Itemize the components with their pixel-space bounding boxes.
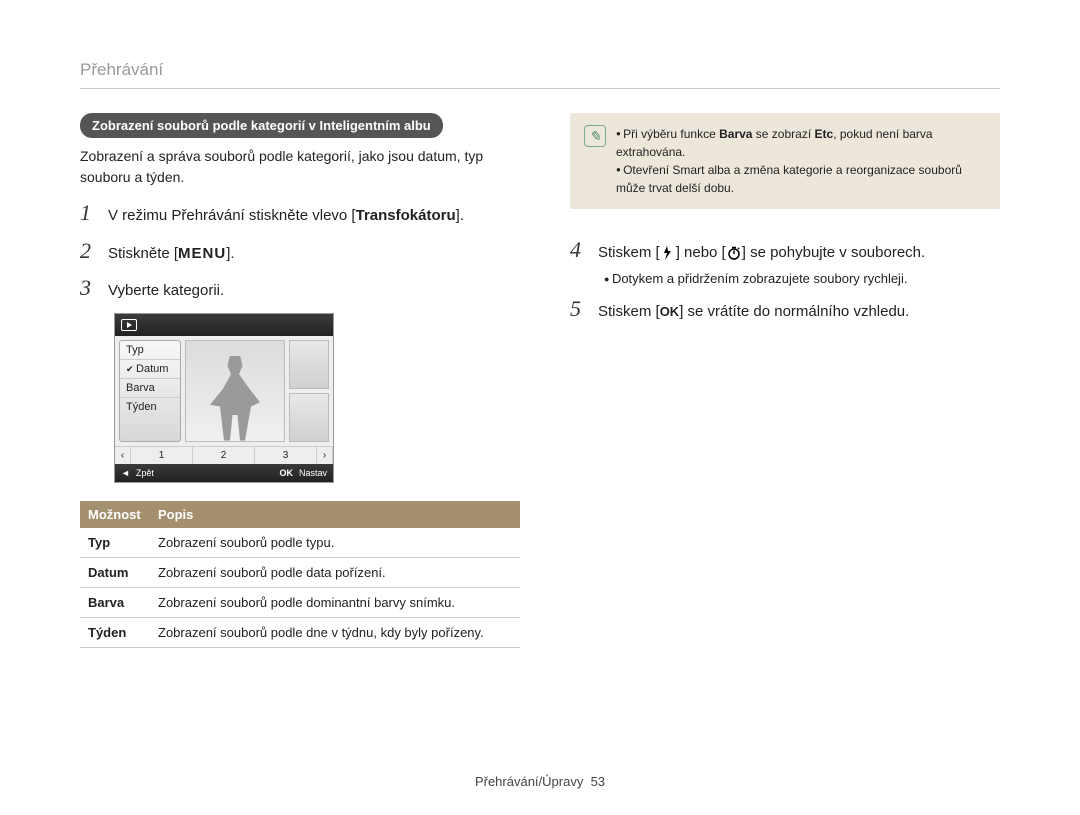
back-label: Zpět (136, 468, 154, 478)
table-row: TýdenZobrazení souborů podle dne v týdnu… (80, 617, 520, 647)
menu-item-datum: Datum (120, 360, 180, 379)
step-post: ] se pohybujte v souborech. (742, 244, 925, 261)
step-bold: Transfokátoru (356, 207, 456, 224)
pager-1: 1 (131, 447, 193, 464)
left-column: Zobrazení souborů podle kategorií v Inte… (80, 113, 520, 648)
step-text: Stiskem [OK] se vrátíte do normálního vz… (598, 301, 909, 324)
table-row: DatumZobrazení souborů podle data poříze… (80, 557, 520, 587)
step-3: 3 Vyberte kategorii. (80, 275, 520, 303)
pager-3: 3 (255, 447, 317, 464)
menu-label: MENU (178, 245, 226, 262)
note-item: Otevření Smart alba a změna kategorie a … (616, 161, 986, 197)
note-box: ✎ Při výběru funkce Barva se zobrazí Etc… (570, 113, 1000, 209)
timer-icon (726, 246, 742, 260)
step-mid: ] nebo [ (676, 244, 726, 261)
step-4-sub: Dotykem a přidržením zobrazujete soubory… (604, 271, 1000, 286)
cell-desc: Zobrazení souborů podle typu. (150, 528, 520, 558)
step-number: 1 (80, 200, 98, 226)
pager-prev: ‹ (115, 447, 131, 464)
step-number: 4 (570, 237, 588, 263)
illus-main-photo (185, 340, 285, 442)
menu-item-barva: Barva (120, 379, 180, 398)
illus-footer: ◄ Zpět OK Nastav (115, 464, 333, 482)
back-arrow-icon: ◄ (121, 468, 130, 478)
page-footer: Přehrávání/Úpravy 53 (0, 774, 1080, 789)
cell-opt: Barva (80, 587, 150, 617)
step-2: 2 Stiskněte [MENU]. (80, 238, 520, 266)
step-number: 3 (80, 275, 98, 301)
step-number: 2 (80, 238, 98, 264)
pager-2: 2 (193, 447, 255, 464)
illus-pager: ‹ 1 2 3 › (115, 446, 333, 464)
right-column: ✎ Při výběru funkce Barva se zobrazí Etc… (570, 113, 1000, 648)
cell-opt: Typ (80, 528, 150, 558)
camera-screenshot-illustration: Typ Datum Barva Týden ‹ 1 2 3 › (114, 313, 334, 483)
note-item: Při výběru funkce Barva se zobrazí Etc, … (616, 125, 986, 161)
footer-section: Přehrávání/Úpravy (475, 774, 583, 789)
step-pre: Stiskem [ (598, 303, 660, 320)
options-table: Možnost Popis TypZobrazení souborů podle… (80, 501, 520, 648)
step-pre: Stiskněte [ (108, 245, 178, 262)
step-text: Stiskem [ ] nebo [ ] se pohybujte v soubor… (598, 242, 925, 265)
note-list: Při výběru funkce Barva se zobrazí Etc, … (616, 125, 986, 197)
step-5: 5 Stiskem [OK] se vrátíte do normálního … (570, 296, 1000, 324)
step-text: Stiskněte [MENU]. (108, 243, 235, 266)
illus-topbar (115, 314, 333, 336)
section-pill: Zobrazení souborů podle kategorií v Inte… (80, 113, 443, 138)
cell-desc: Zobrazení souborů podle data pořízení. (150, 557, 520, 587)
note-bold: Barva (719, 127, 752, 141)
step-post: ] se vrátíte do normálního vzhledu. (679, 303, 909, 320)
ok-icon: OK (660, 305, 680, 319)
cell-desc: Zobrazení souborů podle dne v týdnu, kdy… (150, 617, 520, 647)
col-option: Možnost (80, 501, 150, 528)
step-post: ]. (456, 207, 464, 224)
step-4: 4 Stiskem [ ] nebo [ ] se pohybujte v soub… (570, 237, 1000, 265)
cell-opt: Datum (80, 557, 150, 587)
intro-paragraph: Zobrazení a správa souborů podle kategor… (80, 146, 520, 188)
step-text: V režimu Přehrávání stiskněte vlevo [Tra… (108, 205, 464, 228)
step-number: 5 (570, 296, 588, 322)
table-row: TypZobrazení souborů podle typu. (80, 528, 520, 558)
person-silhouette (210, 356, 260, 441)
table-row: BarvaZobrazení souborů podle dominantní … (80, 587, 520, 617)
flash-icon (660, 246, 676, 260)
col-description: Popis (150, 501, 520, 528)
pager-next: › (317, 447, 333, 464)
note-bold: Etc (815, 127, 834, 141)
menu-item-tyden: Týden (120, 398, 180, 416)
footer-page: 53 (591, 774, 605, 789)
set-label: Nastav (299, 468, 327, 478)
step-post: ]. (226, 245, 234, 262)
step-pre: Stiskem [ (598, 244, 660, 261)
step-text: Vyberte kategorii. (108, 280, 224, 303)
illus-category-menu: Typ Datum Barva Týden (119, 340, 181, 442)
step-1: 1 V režimu Přehrávání stiskněte vlevo [T… (80, 200, 520, 228)
play-icon (121, 319, 137, 331)
illus-thumbnails (289, 340, 329, 442)
cell-opt: Týden (80, 617, 150, 647)
ok-label: OK (279, 468, 293, 478)
page-header: Přehrávání (80, 60, 1000, 89)
menu-item-typ: Typ (120, 341, 180, 360)
note-icon: ✎ (584, 125, 606, 147)
step-pre: V režimu Přehrávání stiskněte vlevo [ (108, 207, 356, 224)
cell-desc: Zobrazení souborů podle dominantní barvy… (150, 587, 520, 617)
